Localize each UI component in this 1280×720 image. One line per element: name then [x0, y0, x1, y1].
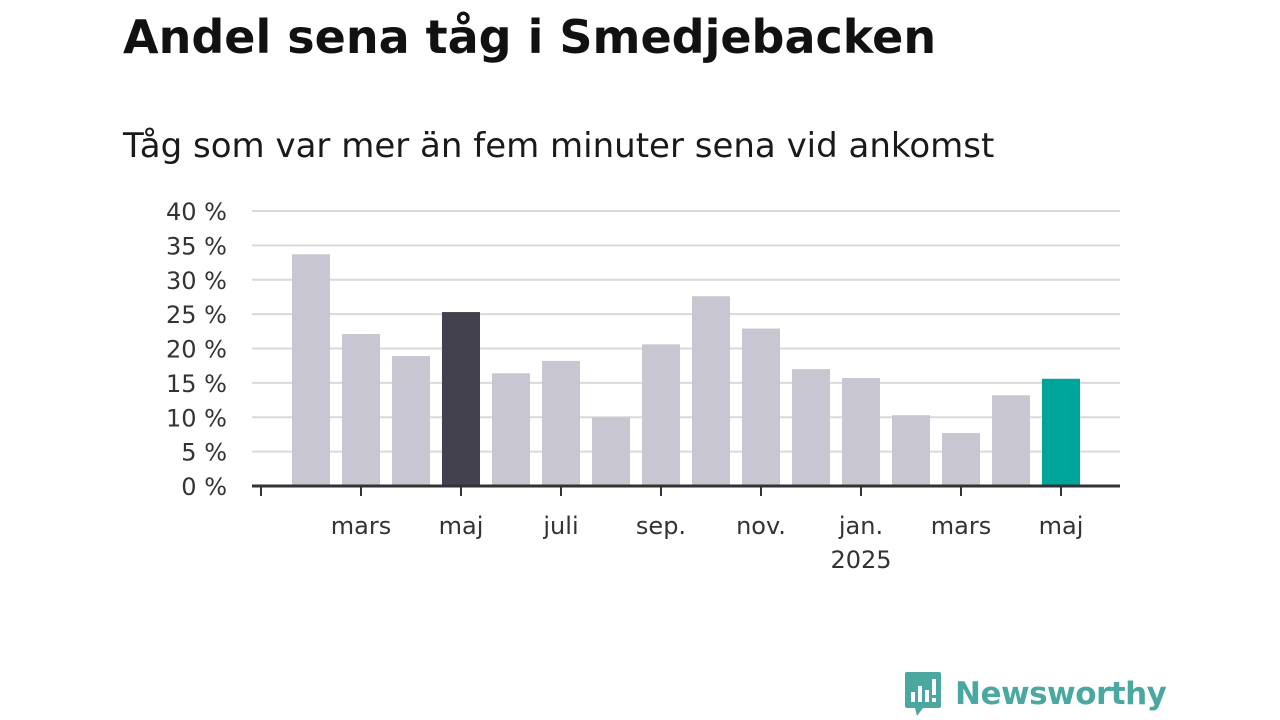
bars: [292, 254, 1080, 486]
bar-2024-07: [542, 360, 580, 486]
x-tick-label-line: jan.: [838, 512, 883, 540]
x-tick-label-line: sep.: [636, 512, 686, 540]
bar-2024-11: [742, 328, 780, 486]
chart-subtitle: Tåg som var mer än fem minuter sena vid …: [123, 126, 995, 166]
bar-2024-10: [692, 296, 730, 486]
x-tick-label-line: maj: [1039, 512, 1084, 540]
bar-2025-02: [892, 415, 930, 486]
x-tick-label: mars: [331, 512, 391, 540]
x-tick-label: jan. 2025: [830, 512, 891, 574]
bar-chart: 0 %5 %10 %15 %20 %25 %30 %35 %40 % mars m…: [166, 198, 1120, 574]
x-tick-label-line: mars: [331, 512, 391, 540]
y-tick-label: 35 %: [166, 232, 227, 260]
bar-2025-04: [992, 395, 1030, 486]
grid-lines: [252, 210, 1120, 453]
bar-2025-05: [1042, 378, 1080, 486]
x-tick-label-line: maj: [439, 512, 484, 540]
bar-2024-04: [392, 356, 430, 486]
x-tick-label: nov.: [736, 512, 786, 540]
bar-2025-03: [942, 433, 980, 486]
bar-2024-08: [592, 417, 630, 486]
bar-2024-06: [492, 373, 530, 486]
bar-2024-12: [792, 369, 830, 486]
y-axis-ticks: 0 % 5 % 10 % 15 % 20 % 25 % 30 % 35 % 40 %: [166, 198, 227, 501]
x-tick-label-line: 2025: [830, 546, 891, 574]
y-tick-label: 25 %: [166, 301, 227, 329]
bar-2024-03: [342, 334, 380, 486]
x-tick-label: maj: [439, 512, 484, 540]
x-tick-label: mars: [931, 512, 991, 540]
y-tick-label: 30 %: [166, 267, 227, 295]
y-tick-label: 10 %: [166, 404, 227, 432]
bar-2024-05: [442, 312, 480, 486]
x-tick-label: juli: [542, 512, 578, 540]
x-tick-label-line: mars: [931, 512, 991, 540]
x-tick-label: sep.: [636, 512, 686, 540]
bar-2024-02: [292, 254, 330, 486]
x-tick-label: maj: [1039, 512, 1084, 540]
x-axis-ticks: mars maj juli sep. nov. jan. 2025 mars maj: [331, 512, 1084, 574]
y-tick-label: 40 %: [166, 198, 227, 226]
y-tick-label: 5 %: [181, 439, 227, 467]
brand-logo: Newsworthy: [903, 670, 1167, 718]
y-tick-label: 15 %: [166, 370, 227, 398]
chart-title: Andel sena tåg i Smedjebacken: [123, 10, 937, 64]
y-tick-label: 20 %: [166, 336, 227, 364]
x-tick-label-line: juli: [542, 512, 578, 540]
y-tick-label: 0 %: [181, 473, 227, 501]
bar-2025-01: [842, 378, 880, 486]
brand-name: Newsworthy: [955, 676, 1167, 712]
newsworthy-logo-icon: [905, 672, 941, 716]
x-tick-label-line: nov.: [736, 512, 786, 540]
x-axis: [252, 484, 1120, 496]
bar-2024-09: [642, 344, 680, 486]
